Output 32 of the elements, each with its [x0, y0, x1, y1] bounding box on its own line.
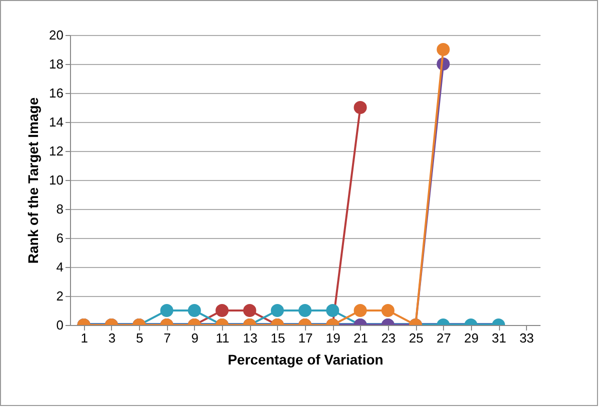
x-tick-label: 7 [164, 330, 171, 346]
y-tick-label: 0 [56, 318, 64, 332]
y-tick-label: 20 [49, 28, 64, 42]
x-tick-label: 11 [216, 330, 230, 346]
y-tick-label: 14 [49, 114, 64, 130]
x-tick-label: 3 [108, 330, 116, 346]
point [354, 100, 367, 114]
x-tick-label: 25 [408, 330, 424, 346]
y-tick-label: 18 [49, 56, 64, 72]
y-tick-label: 12 [49, 144, 64, 158]
y-tick-label: 8 [56, 202, 64, 216]
x-tick-label: 33 [519, 330, 534, 346]
point [436, 42, 450, 56]
x-tick-label: 21 [354, 330, 368, 346]
x-tick-label: 15 [270, 330, 286, 346]
x-tick-label: 19 [326, 330, 340, 346]
x-tick-label: 17 [298, 330, 313, 346]
x-tick-label: 9 [191, 330, 199, 346]
x-tick-label: 5 [136, 330, 144, 346]
x-tick-label: 1 [80, 330, 88, 346]
y-tick-label: 6 [56, 230, 64, 246]
y-axis-title: Rank of the Target Image [25, 97, 42, 264]
x-tick-label: 31 [492, 330, 506, 346]
y-tick-label: 2 [56, 288, 64, 304]
x-tick-label: 27 [436, 330, 451, 346]
x-tick-label: 29 [464, 330, 479, 346]
y-tick-label: 4 [56, 260, 64, 274]
y-tick-label: 16 [49, 86, 64, 100]
x-axis-title: Percentage of Variation [228, 352, 384, 368]
x-tick-label: 13 [242, 330, 258, 346]
x-tick-label: 23 [381, 330, 396, 346]
y-tick-label: 10 [49, 172, 64, 188]
